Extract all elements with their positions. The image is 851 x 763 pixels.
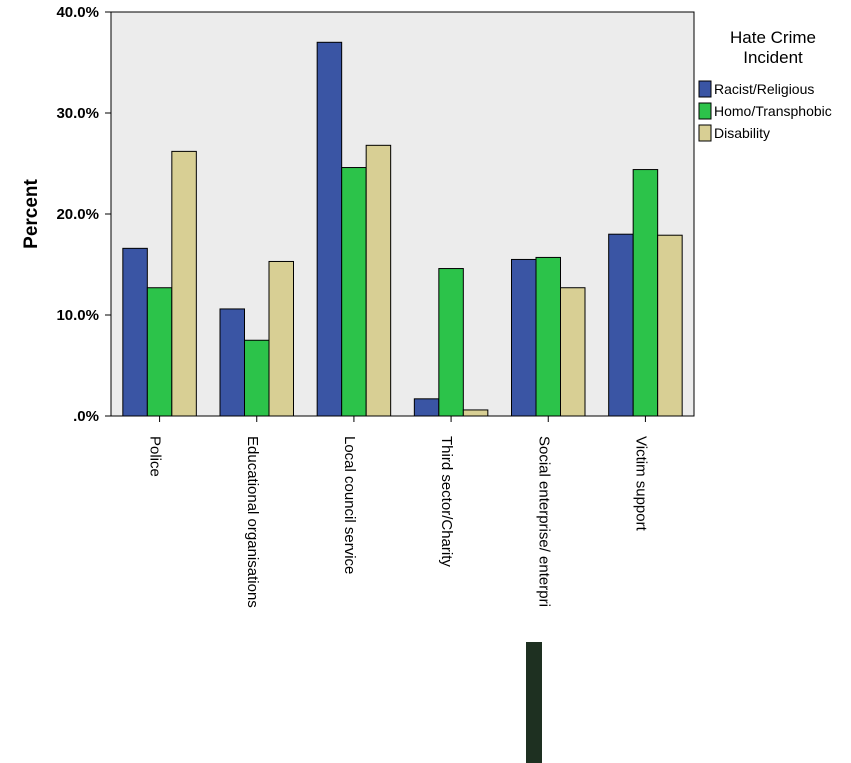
x-tick-label: Victim support: [632, 436, 649, 532]
y-tick-label: 10.0%: [56, 307, 99, 324]
y-tick-label: 20.0%: [56, 206, 99, 223]
plot-area-group: [110, 11, 695, 417]
legend-label: Racist/Religious: [714, 81, 814, 97]
bar-1-0: [219, 308, 245, 417]
y-axis-title: Percent: [21, 178, 42, 248]
legend-swatch: [698, 124, 712, 142]
bar-4-2: [560, 287, 586, 417]
bar-4-1: [535, 256, 561, 417]
bar-3-2: [462, 409, 489, 417]
y-tick-label: .0%: [73, 408, 99, 425]
bar-3-0: [413, 398, 440, 417]
legend-swatch: [698, 102, 712, 120]
legend-title-line: Incident: [743, 48, 803, 67]
y-tick-label: 30.0%: [56, 105, 99, 122]
decorative-dark-strip: [526, 642, 542, 763]
x-tick-label: Social enterprise/ enterpri: [535, 436, 552, 607]
bar-3-1: [438, 268, 464, 417]
legend-label: Homo/Transphobic: [714, 103, 832, 119]
legend-title-line: Hate Crime: [730, 28, 816, 47]
axes-group: Police Educational organisations Local cou…: [21, 4, 649, 608]
bar-0-0: [122, 247, 148, 417]
legend-swatch: [698, 80, 712, 98]
bar-5-1: [632, 169, 659, 417]
bar-4-0: [511, 258, 537, 417]
y-tick-label: 40.0%: [56, 4, 99, 21]
x-tick-label: Educational organisations: [244, 436, 261, 608]
bar-2-0: [316, 41, 343, 417]
bar-0-1: [146, 287, 173, 417]
bar-0-2: [171, 150, 197, 417]
bar-2-2: [365, 144, 392, 417]
bar-5-2: [657, 234, 683, 417]
x-tick-label: Police: [147, 436, 164, 477]
x-tick-label: Third sector/Charity: [438, 436, 455, 567]
bar-2-1: [341, 167, 367, 417]
x-tick-label: Local council service: [341, 436, 358, 574]
legend-label: Disability: [714, 125, 770, 141]
bar-5-0: [608, 233, 634, 417]
bar-1-1: [244, 339, 270, 417]
plot-background: [110, 11, 695, 417]
bar-1-2: [268, 260, 294, 417]
